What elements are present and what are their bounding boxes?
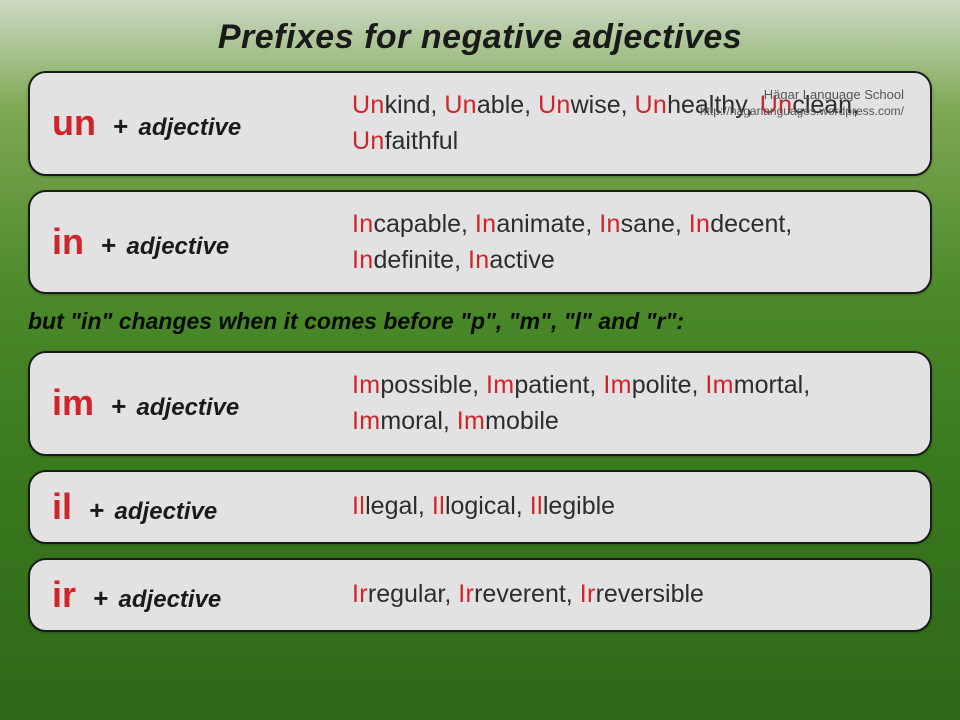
adjective-label: adjective	[119, 586, 222, 613]
examples-in: Incapable, Inanimate, Insane, Indecent, …	[352, 206, 908, 279]
adjective-label: adjective	[127, 233, 230, 260]
attribution: Hägar Language School http://hagarlangua…	[700, 87, 904, 119]
rule-ir: ir + adjective	[52, 574, 352, 616]
card-ir: ir + adjective Irregular, Irreverent, Ir…	[28, 558, 932, 632]
rule-in: in + adjective	[52, 221, 352, 263]
plus-icon: +	[111, 391, 126, 421]
plus-icon: +	[93, 583, 108, 613]
plus-icon: +	[101, 230, 116, 260]
rule-il: il + adjective	[52, 486, 352, 528]
card-un: un + adjective Unkind, Unable, Unwise, U…	[28, 71, 932, 176]
examples-ir: Irregular, Irreverent, Irreversible	[352, 576, 908, 612]
card-in: in + adjective Incapable, Inanimate, Ins…	[28, 190, 932, 295]
plus-icon: +	[113, 111, 128, 141]
adjective-label: adjective	[115, 498, 218, 525]
prefix-ir: ir	[52, 574, 76, 615]
examples-il: Illegal, Illogical, Illegible	[352, 488, 908, 524]
attribution-url: http://hagarlanguages.wordpress.com/	[700, 104, 904, 120]
prefix-un: un	[52, 102, 96, 143]
adjective-label: adjective	[137, 394, 240, 421]
prefix-in: in	[52, 221, 84, 262]
adjective-label: adjective	[139, 114, 242, 141]
rule-note: but "in" changes when it comes before "p…	[28, 308, 932, 335]
rule-im: im + adjective	[52, 382, 352, 424]
examples-im: Impossible, Impatient, Impolite, Immorta…	[352, 367, 908, 440]
card-im: im + adjective Impossible, Impatient, Im…	[28, 351, 932, 456]
card-il: il + adjective Illegal, Illogical, Illeg…	[28, 470, 932, 544]
prefix-il: il	[52, 486, 72, 527]
page-title: Prefixes for negative adjectives	[0, 0, 960, 71]
rule-un: un + adjective	[52, 102, 352, 144]
plus-icon: +	[89, 495, 104, 525]
prefix-im: im	[52, 382, 94, 423]
attribution-school: Hägar Language School	[700, 87, 904, 104]
